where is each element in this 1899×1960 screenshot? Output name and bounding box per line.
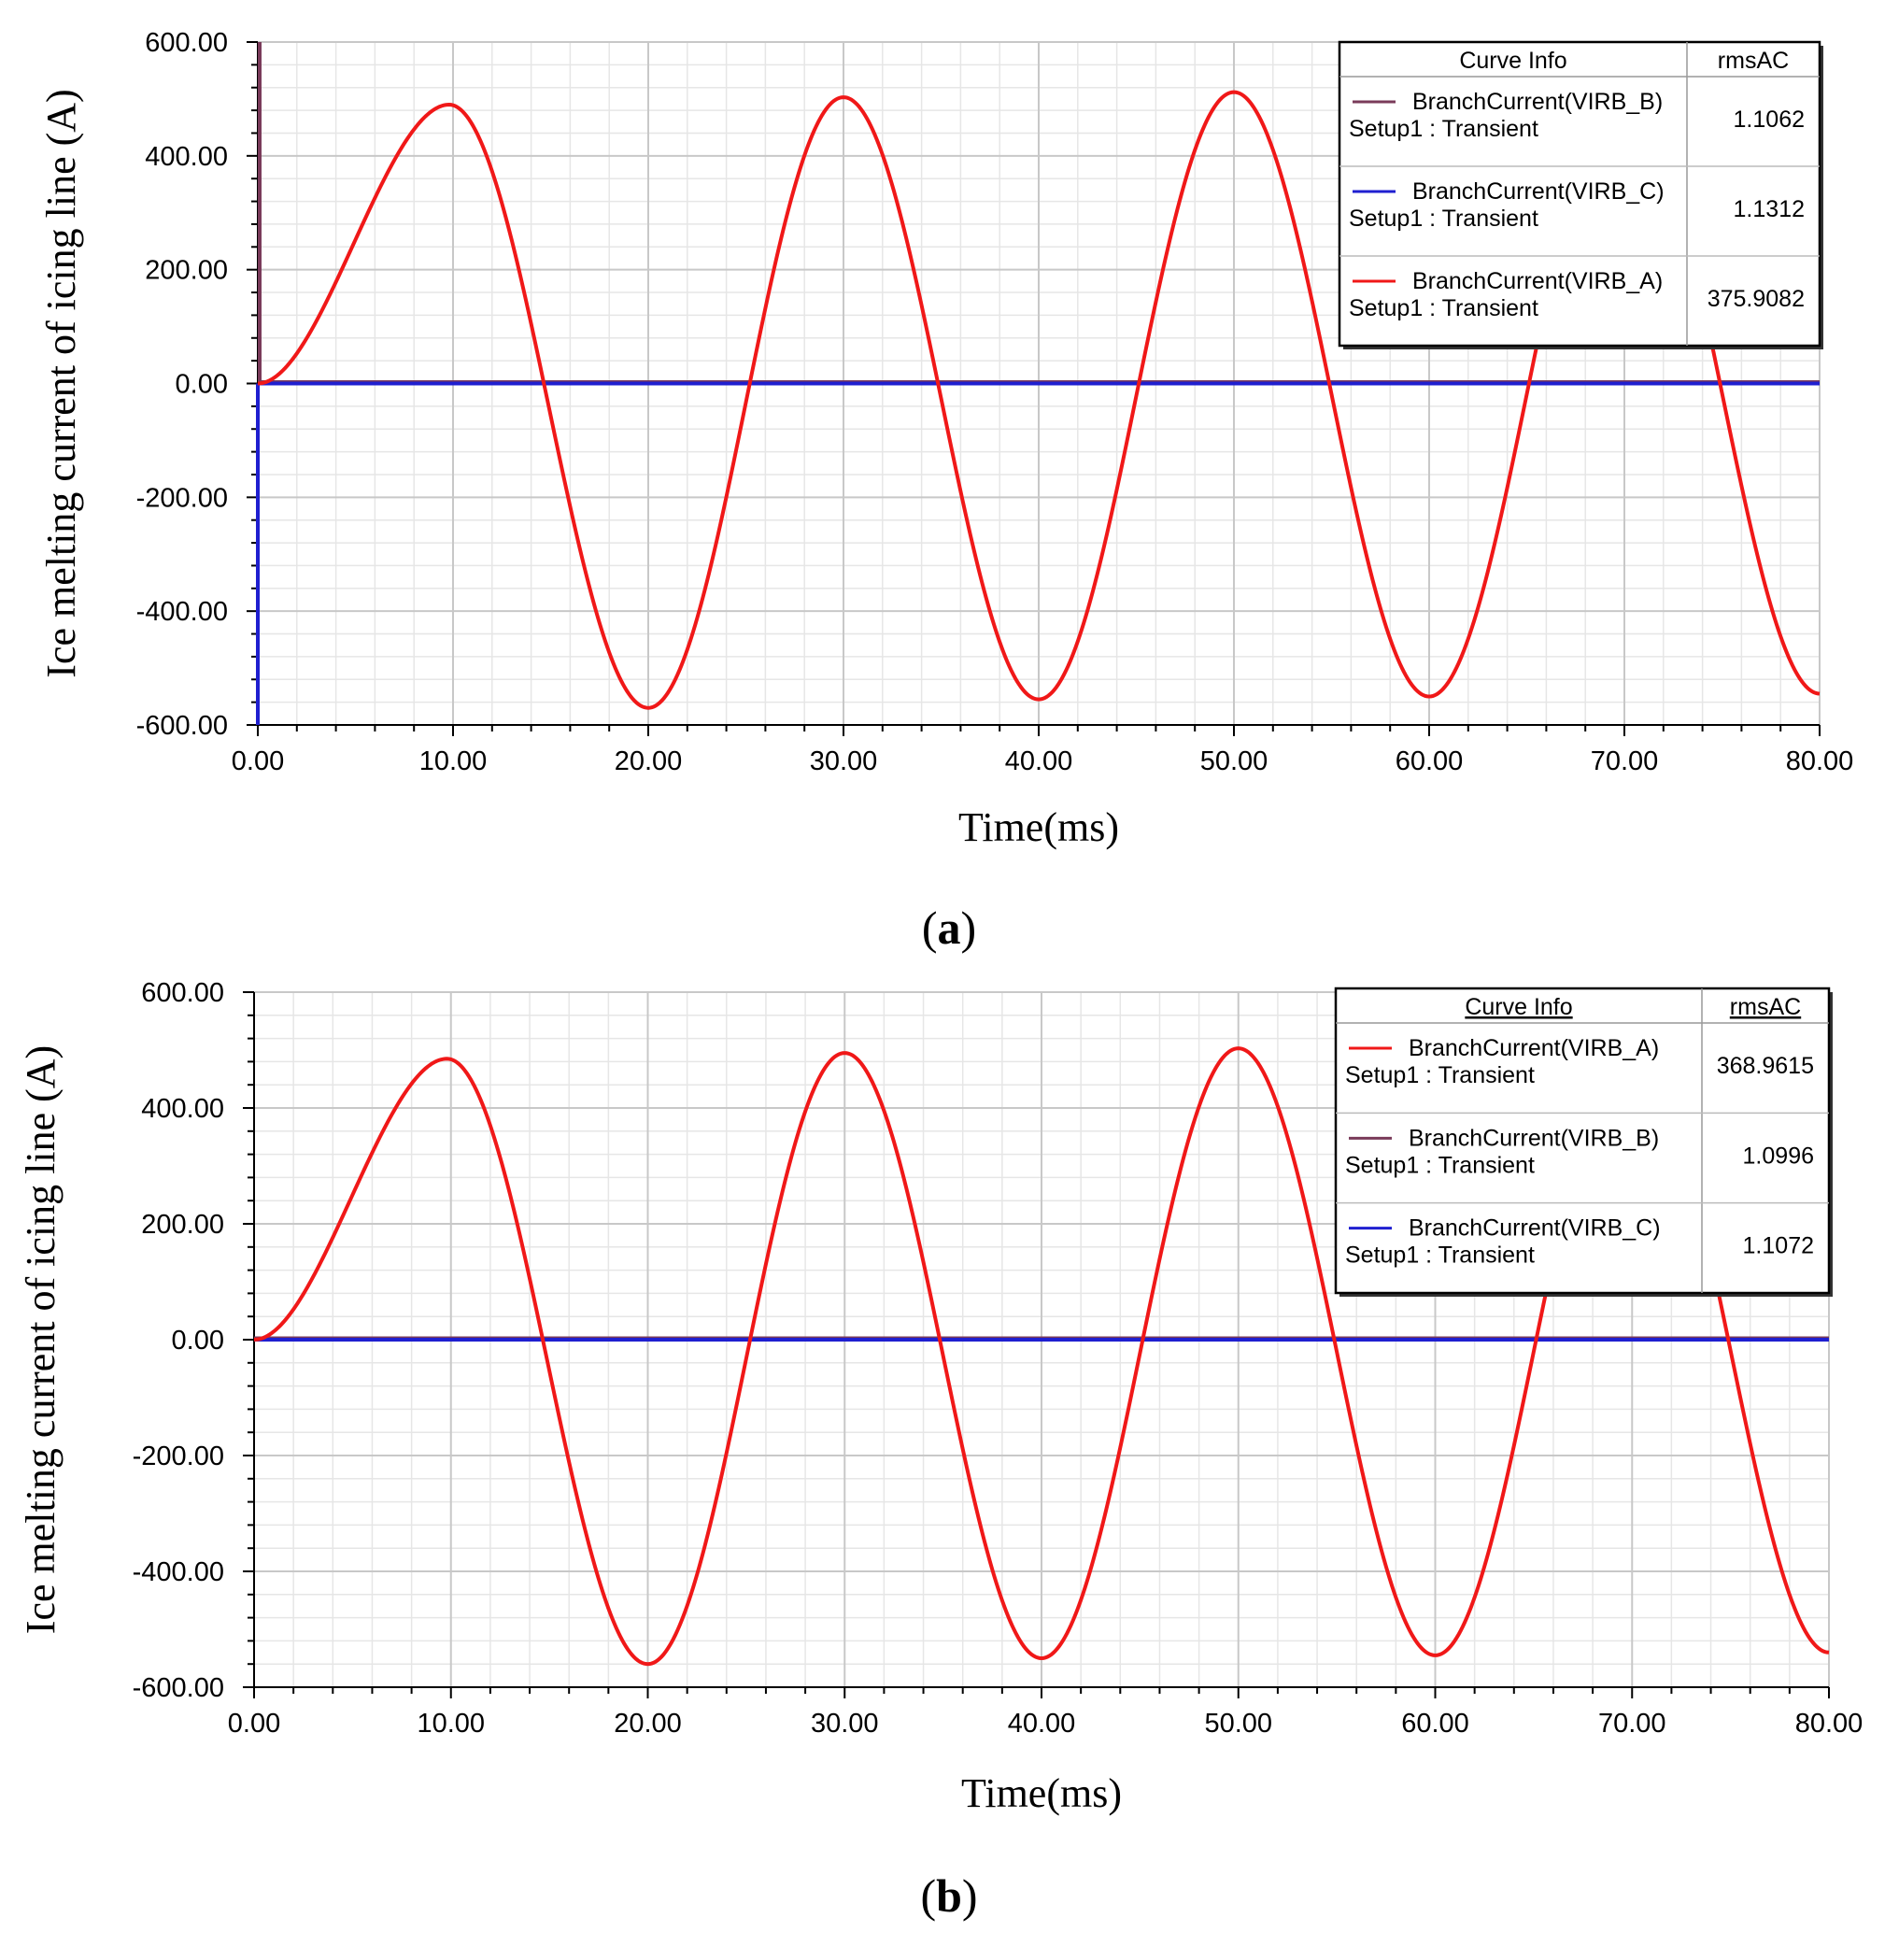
y-tick-label: 200.00 — [145, 256, 228, 286]
x-tick-label: 0.00 — [228, 1709, 280, 1739]
legend-box — [1334, 987, 1831, 1295]
legend-entry-setup: Setup1 : Transient — [1345, 1062, 1535, 1088]
panel-letter: a — [938, 902, 961, 954]
legend-entry-name: BranchCurrent(VIRB_B) — [1412, 89, 1663, 115]
x-tick-label: 40.00 — [1008, 1709, 1076, 1739]
legend-entry-value: 1.1312 — [1734, 196, 1805, 222]
y-tick-label: -400.00 — [136, 597, 228, 627]
legend-entry-value: 1.1062 — [1734, 107, 1805, 133]
x-tick-label: 30.00 — [810, 746, 878, 776]
y-tick-label: 600.00 — [145, 28, 228, 58]
legend-entry-value: 375.9082 — [1708, 286, 1805, 312]
x-tick-label: 60.00 — [1401, 1709, 1469, 1739]
legend-header-name: Curve Info — [1465, 994, 1572, 1020]
y-tick-label: -200.00 — [133, 1442, 224, 1471]
panel-label: (b) — [920, 1869, 977, 1922]
legend-entry-setup: Setup1 : Transient — [1345, 1243, 1535, 1269]
y-tick-label: 200.00 — [141, 1210, 224, 1240]
y-tick-label: -600.00 — [136, 711, 228, 741]
y-tick-label: -600.00 — [133, 1673, 224, 1703]
y-tick-label: 400.00 — [141, 1094, 224, 1124]
x-axis-title: Time(ms) — [961, 1770, 1122, 1816]
y-tick-label: 0.00 — [176, 370, 228, 400]
x-tick-label: 10.00 — [419, 746, 488, 776]
panel-letter: b — [936, 1869, 962, 1922]
panel-label: (a) — [922, 902, 976, 954]
x-tick-label: 70.00 — [1598, 1709, 1666, 1739]
chart-panel-a: 0.00 10.00 20.00 30.00 40.00 50.00 60.00 70.00 8… — [38, 28, 1853, 954]
legend-box — [1338, 40, 1821, 348]
x-tick-label: 20.00 — [614, 1709, 682, 1739]
x-tick-label: 60.00 — [1396, 746, 1464, 776]
x-tick-label: 80.00 — [1795, 1709, 1864, 1739]
legend-entry-name: BranchCurrent(VIRB_B) — [1409, 1125, 1659, 1151]
y-axis-title: Ice melting current of icing line (A) — [18, 1045, 64, 1634]
legend-entry-setup: Setup1 : Transient — [1349, 116, 1538, 142]
y-tick-label: 0.00 — [172, 1326, 224, 1356]
legend: Curve Info rmsACBranchCurrent(VIRB_B)Setu… — [1338, 40, 1823, 349]
legend-entry-setup: Setup1 : Transient — [1349, 206, 1538, 232]
legend-entry-value: 1.1072 — [1743, 1233, 1814, 1259]
legend-header-value: rmsAC — [1730, 994, 1801, 1020]
x-tick-label: 70.00 — [1591, 746, 1659, 776]
legend-entry-name: BranchCurrent(VIRB_C) — [1409, 1215, 1661, 1242]
y-axis-title: Ice melting current of icing line (A) — [38, 89, 84, 677]
legend-entry-setup: Setup1 : Transient — [1349, 295, 1538, 321]
y-tick-label: -400.00 — [133, 1557, 224, 1587]
x-tick-label: 0.00 — [232, 746, 284, 776]
legend-entry-setup: Setup1 : Transient — [1345, 1152, 1535, 1178]
x-tick-label: 40.00 — [1005, 746, 1073, 776]
x-tick-label: 50.00 — [1204, 1709, 1272, 1739]
x-tick-label: 50.00 — [1200, 746, 1268, 776]
chart-panel-b: 0.00 10.00 20.00 30.00 40.00 50.00 60.00 70.00 8… — [18, 978, 1863, 1922]
legend: Curve Info rmsACBranchCurrent(VIRB_A)Setu… — [1334, 987, 1833, 1297]
x-tick-label: 80.00 — [1786, 746, 1854, 776]
x-tick-label: 30.00 — [811, 1709, 879, 1739]
legend-header-name: Curve Info — [1459, 48, 1566, 74]
legend-entry-value: 368.9615 — [1717, 1053, 1814, 1079]
legend-entry-value: 1.0996 — [1743, 1143, 1814, 1169]
legend-entry-name: BranchCurrent(VIRB_A) — [1412, 268, 1663, 294]
y-tick-label: 600.00 — [141, 978, 224, 1008]
x-tick-label: 20.00 — [615, 746, 683, 776]
y-tick-label: -200.00 — [136, 483, 228, 513]
x-axis-title: Time(ms) — [958, 804, 1119, 850]
legend-entry-name: BranchCurrent(VIRB_A) — [1409, 1035, 1659, 1061]
y-tick-label: 400.00 — [145, 142, 228, 172]
legend-entry-name: BranchCurrent(VIRB_C) — [1412, 178, 1665, 205]
x-tick-label: 10.00 — [417, 1709, 485, 1739]
legend-header-value: rmsAC — [1718, 48, 1789, 74]
